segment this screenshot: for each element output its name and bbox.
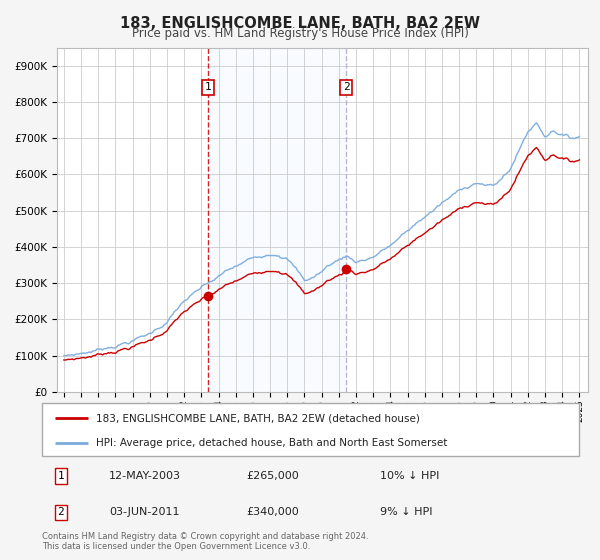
Text: 1: 1 bbox=[205, 82, 211, 92]
Text: HPI: Average price, detached house, Bath and North East Somerset: HPI: Average price, detached house, Bath… bbox=[96, 438, 447, 448]
Text: 183, ENGLISHCOMBE LANE, BATH, BA2 2EW (detached house): 183, ENGLISHCOMBE LANE, BATH, BA2 2EW (d… bbox=[96, 413, 419, 423]
Text: £340,000: £340,000 bbox=[246, 507, 299, 517]
Text: 2: 2 bbox=[58, 507, 64, 517]
Text: 9% ↓ HPI: 9% ↓ HPI bbox=[380, 507, 433, 517]
Text: 183, ENGLISHCOMBE LANE, BATH, BA2 2EW: 183, ENGLISHCOMBE LANE, BATH, BA2 2EW bbox=[120, 16, 480, 31]
Text: 12-MAY-2003: 12-MAY-2003 bbox=[109, 471, 181, 481]
Text: 2: 2 bbox=[343, 82, 349, 92]
Bar bbox=[208, 48, 346, 392]
Text: 1: 1 bbox=[58, 471, 64, 481]
Text: Price paid vs. HM Land Registry's House Price Index (HPI): Price paid vs. HM Land Registry's House … bbox=[131, 27, 469, 40]
Text: 03-JUN-2011: 03-JUN-2011 bbox=[109, 507, 179, 517]
Text: £265,000: £265,000 bbox=[246, 471, 299, 481]
Text: 10% ↓ HPI: 10% ↓ HPI bbox=[380, 471, 440, 481]
Text: Contains HM Land Registry data © Crown copyright and database right 2024.
This d: Contains HM Land Registry data © Crown c… bbox=[42, 532, 368, 552]
